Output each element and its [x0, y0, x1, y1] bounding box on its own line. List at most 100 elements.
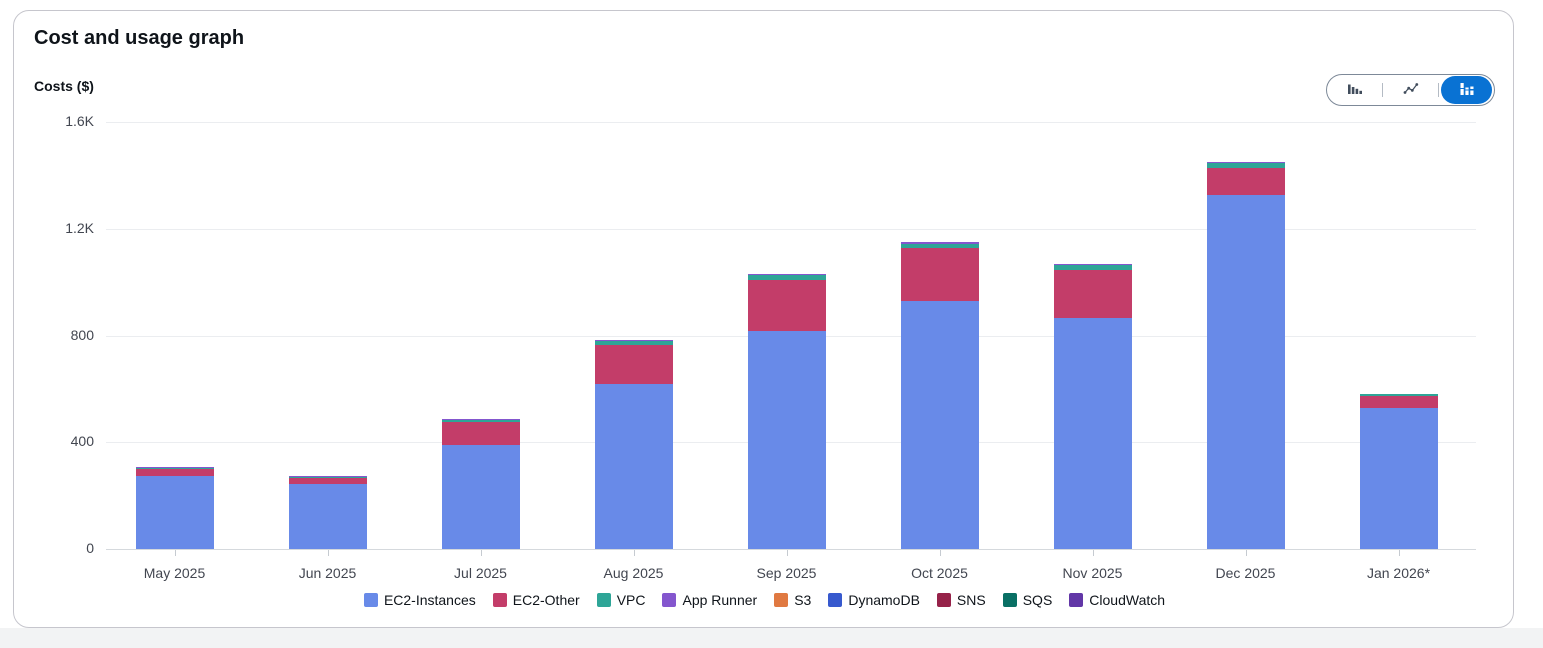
line-chart-icon [1403, 81, 1419, 100]
bar-segment-vpc [594, 341, 673, 345]
legend-swatch [774, 593, 789, 607]
bar-segment-app-runner [135, 467, 214, 468]
x-tick-label: May 2025 [143, 565, 206, 581]
x-tick-label: Nov 2025 [1062, 565, 1123, 581]
bar-may-2025[interactable] [135, 467, 214, 549]
bar-jan-2026[interactable] [1359, 394, 1438, 549]
stacked-bar-chart-icon [1459, 81, 1475, 100]
line-chart-button[interactable] [1385, 76, 1436, 104]
bar-segment-ec2-instances [900, 301, 979, 549]
stacked-bar-chart-button[interactable] [1441, 76, 1492, 104]
chart-type-toggle [1326, 74, 1495, 106]
bar-segment-ec2-instances [747, 331, 826, 549]
legend-item-app-runner[interactable]: App Runner [662, 592, 757, 608]
bar-segment-ec2-instances [1206, 195, 1285, 549]
bar-segment-app-runner [900, 242, 979, 244]
bar-segment-vpc [441, 420, 520, 422]
bar-segment-ec2-other [441, 422, 520, 445]
x-tick-label: Aug 2025 [603, 565, 664, 581]
bar-jun-2025[interactable] [288, 476, 367, 549]
bar-segment-ec2-other [1359, 396, 1438, 408]
y-tick-label: 1.6K [65, 113, 94, 129]
legend-swatch [596, 593, 611, 607]
bar-segment-vpc [1359, 394, 1438, 396]
x-tick [1398, 550, 1400, 556]
legend-item-ec2-other[interactable]: EC2-Other [492, 592, 580, 608]
bar-aug-2025[interactable] [594, 340, 673, 549]
legend-item-dynamodb[interactable]: DynamoDB [828, 592, 920, 608]
x-tick-label: Jul 2025 [454, 565, 507, 581]
bar-segment-vpc [1053, 265, 1132, 270]
legend-label: CloudWatch [1089, 592, 1166, 608]
legend-swatch [363, 593, 378, 607]
x-tick-label: Sep 2025 [756, 565, 817, 581]
bar-segment-app-runner [441, 419, 520, 420]
legend-swatch [1002, 593, 1017, 607]
bar-segment-ec2-instances [594, 384, 673, 549]
grouped-bar-chart-button[interactable] [1329, 76, 1380, 104]
bar-segment-ec2-other [1053, 270, 1132, 318]
bar-segment-vpc [900, 244, 979, 248]
x-tick [1092, 550, 1094, 556]
bar-segment-app-runner [1053, 264, 1132, 265]
legend-swatch [492, 593, 507, 607]
bar-segment-ec2-other [900, 248, 979, 301]
x-tick [327, 550, 329, 556]
legend-label: EC2-Other [512, 592, 580, 608]
cost-usage-card: Cost and usage graph Costs ($) [13, 10, 1514, 628]
bar-segment-vpc [135, 468, 214, 469]
bar-nov-2025[interactable] [1053, 264, 1132, 549]
x-tick-label: Oct 2025 [911, 565, 968, 581]
x-tick-label: Dec 2025 [1215, 565, 1276, 581]
x-tick [939, 550, 941, 556]
x-tick [633, 550, 635, 556]
legend-item-sqs[interactable]: SQS [1002, 592, 1053, 608]
gridline-0 [106, 549, 1476, 550]
legend-label: S3 [794, 592, 812, 608]
x-tick-label: Jun 2025 [298, 565, 357, 581]
y-tick-label: 400 [70, 433, 94, 450]
toggle-separator [1382, 83, 1383, 97]
gridline-1-2k [106, 228, 1476, 230]
y-tick-label: 1.2K [65, 219, 94, 236]
gridline-1-6k [106, 122, 1476, 123]
legend-item-vpc[interactable]: VPC [596, 592, 646, 608]
x-tick [480, 550, 482, 556]
legend-label: VPC [616, 592, 646, 608]
legend-swatch [1069, 593, 1084, 607]
bar-segment-ec2-instances [1359, 408, 1438, 549]
bar-segment-ec2-instances [135, 476, 214, 549]
bar-segment-ec2-other [1206, 168, 1285, 195]
toggle-separator [1438, 83, 1439, 97]
chart-legend: EC2-Instances EC2-Other VPC App Runner S3 Dyn… [14, 592, 1515, 608]
page-background-strip [0, 628, 1543, 648]
legend-label: EC2-Instances [383, 592, 476, 608]
bar-oct-2025[interactable] [900, 242, 979, 549]
legend-label: SQS [1022, 592, 1053, 608]
legend-swatch [936, 593, 951, 607]
y-tick-label: 800 [70, 326, 94, 343]
x-tick [1245, 550, 1247, 556]
y-tick-label: 0 [86, 540, 94, 556]
legend-item-ec2-instances[interactable]: EC2-Instances [363, 592, 476, 608]
page-title: Cost and usage graph [34, 27, 245, 49]
x-tick [786, 550, 788, 556]
bar-segment-ec2-other [747, 280, 826, 331]
legend-label: App Runner [682, 592, 758, 608]
legend-item-cloudwatch[interactable]: CloudWatch [1069, 592, 1165, 608]
legend-item-s3[interactable]: S3 [774, 592, 811, 608]
bar-segment-ec2-other [594, 345, 673, 384]
legend-item-sns[interactable]: SNS [936, 592, 986, 608]
bar-segment-ec2-instances [1053, 318, 1132, 549]
bar-jul-2025[interactable] [441, 419, 520, 549]
bar-sep-2025[interactable] [747, 274, 826, 549]
bar-dec-2025[interactable] [1206, 162, 1285, 549]
bar-segment-vpc [288, 477, 367, 478]
bar-segment-ec2-instances [441, 445, 520, 549]
bar-segment-vpc [1206, 163, 1285, 168]
legend-label: DynamoDB [848, 592, 920, 608]
bar-segment-ec2-instances [288, 484, 367, 549]
x-tick [174, 550, 176, 556]
bar-segment-ec2-other [288, 478, 367, 484]
